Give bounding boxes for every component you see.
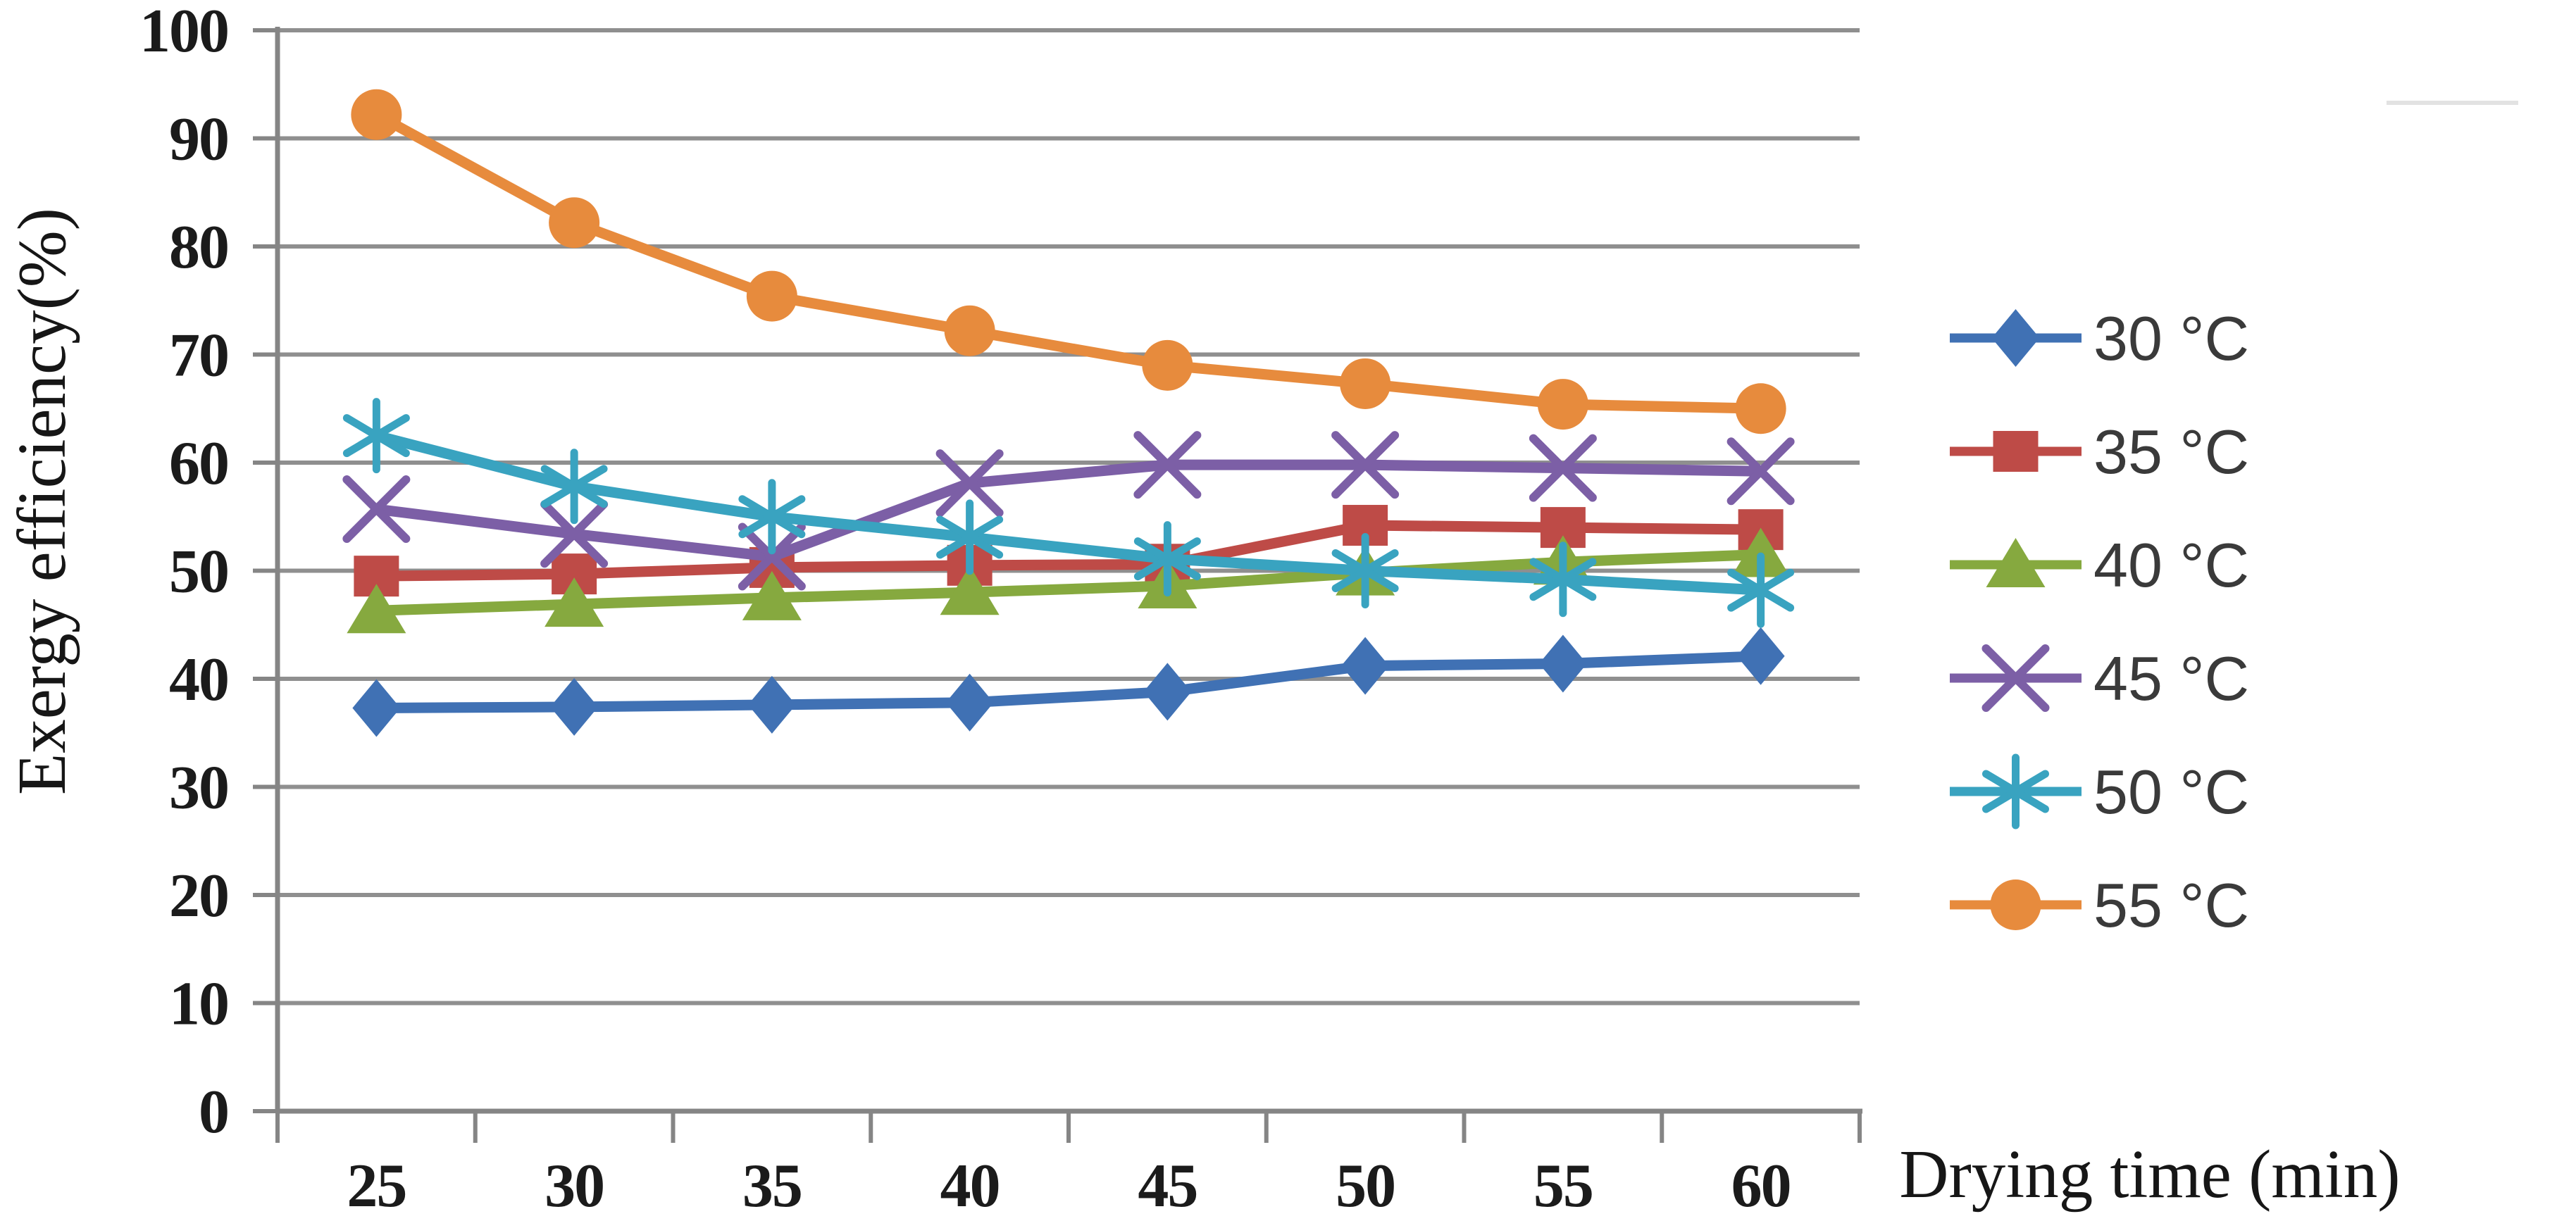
y-tick-label: 70 [169, 322, 228, 390]
x-tick-label: 45 [1138, 1152, 1197, 1220]
marker-circle-icon [746, 270, 797, 322]
y-tick-label: 10 [169, 970, 228, 1039]
marker-triangle-icon [545, 577, 604, 627]
x-axis-title: Drying time (min) [1899, 1137, 2400, 1212]
x-tick-label: 50 [1336, 1152, 1395, 1220]
x-tick-label: 25 [347, 1152, 406, 1220]
legend-item: 55 °C [1950, 870, 2249, 940]
marker-circle-icon [1537, 379, 1588, 430]
series-line [371, 430, 1767, 596]
marker-diamond-icon [1143, 663, 1192, 721]
marker-asterisk-icon [936, 499, 1004, 575]
marker-x-icon [1331, 431, 1400, 499]
legend-item: 45 °C [1950, 644, 2249, 713]
x-tick-label: 60 [1731, 1152, 1791, 1220]
chart-generated-content: 0 10 20 30 40 50 60 70 80 90 100 25 30 35 40 45 50 55 60 30… [139, 0, 2249, 1220]
marker-asterisk-icon [1529, 541, 1597, 618]
marker-asterisk-icon [1982, 753, 2049, 829]
marker-asterisk-icon [1727, 552, 1795, 628]
marker-diamond-icon [1736, 627, 1785, 685]
marker-asterisk-icon [1331, 533, 1399, 608]
marker-circle-icon [351, 89, 402, 140]
marker-circle-icon [549, 197, 600, 249]
y-tick-label: 50 [169, 538, 228, 606]
marker-diamond-icon [1538, 634, 1587, 693]
marker-circle-icon [944, 305, 995, 356]
marker-diamond-icon [352, 679, 401, 737]
marker-asterisk-icon [1133, 521, 1201, 597]
y-tick-label: 0 [199, 1078, 228, 1146]
marker-diamond-icon [1341, 637, 1390, 695]
x-tick-label: 30 [545, 1152, 604, 1220]
y-tick-label: 80 [169, 213, 228, 282]
marker-asterisk-icon [540, 449, 608, 525]
legend-label: 50 °C [2093, 757, 2249, 827]
marker-x-icon [738, 522, 806, 591]
legend-item: 30 °C [1950, 303, 2249, 373]
marker-diamond-icon [747, 675, 796, 734]
marker-diamond-icon [550, 677, 599, 736]
marker-x-icon [935, 449, 1004, 518]
series-line [371, 651, 1767, 713]
marker-x-icon [540, 500, 609, 568]
legend-label: 40 °C [2093, 530, 2249, 600]
series-45-c [342, 431, 1795, 591]
series-35-c [354, 505, 1784, 597]
series-30-c [352, 627, 1785, 737]
y-tick-label: 20 [169, 862, 228, 930]
series-50-c [342, 398, 1795, 628]
y-tick-label: 30 [169, 754, 228, 822]
marker-x-icon [342, 475, 411, 544]
series-line [371, 549, 1767, 616]
marker-x-icon [1726, 437, 1795, 506]
legend-label: 55 °C [2093, 870, 2249, 940]
series-line [371, 109, 1767, 414]
legend-label: 35 °C [2093, 417, 2249, 487]
marker-diamond-icon [1991, 309, 2040, 367]
y-tick-label: 100 [139, 0, 228, 65]
marker-triangle-icon [347, 584, 406, 634]
series-line [371, 459, 1767, 563]
x-tick-label: 40 [940, 1152, 1000, 1220]
x-tick-label: 35 [742, 1152, 802, 1220]
marker-asterisk-icon [342, 398, 410, 474]
marker-asterisk-icon [738, 479, 806, 555]
marker-x-icon [1981, 644, 2050, 712]
y-axis-title: Exergy efficiency(%) [4, 208, 80, 795]
legend-item: 40 °C [1950, 530, 2249, 600]
legend-item: 35 °C [1950, 417, 2249, 487]
marker-circle-icon [1990, 879, 2041, 930]
marker-circle-icon [1735, 383, 1786, 434]
series-55-c [351, 89, 1786, 434]
y-tick-label: 40 [169, 646, 228, 714]
marker-diamond-icon [945, 673, 994, 732]
marker-triangle-icon [1731, 527, 1791, 577]
y-tick-label: 90 [169, 106, 228, 174]
marker-circle-icon [1142, 339, 1193, 391]
x-tick-label: 55 [1533, 1152, 1593, 1220]
marker-square-icon [1993, 431, 2039, 472]
legend-label: 45 °C [2093, 644, 2249, 713]
legend-item: 50 °C [1950, 753, 2249, 829]
legend-label: 30 °C [2093, 303, 2249, 373]
marker-circle-icon [1340, 358, 1391, 409]
marker-triangle-icon [742, 570, 802, 620]
marker-triangle-icon [940, 565, 1000, 615]
marker-x-icon [1529, 434, 1597, 502]
y-tick-label: 60 [169, 430, 228, 498]
marker-triangle-icon [1986, 538, 2046, 587]
marker-x-icon [1133, 431, 1202, 499]
series-line [371, 520, 1767, 582]
